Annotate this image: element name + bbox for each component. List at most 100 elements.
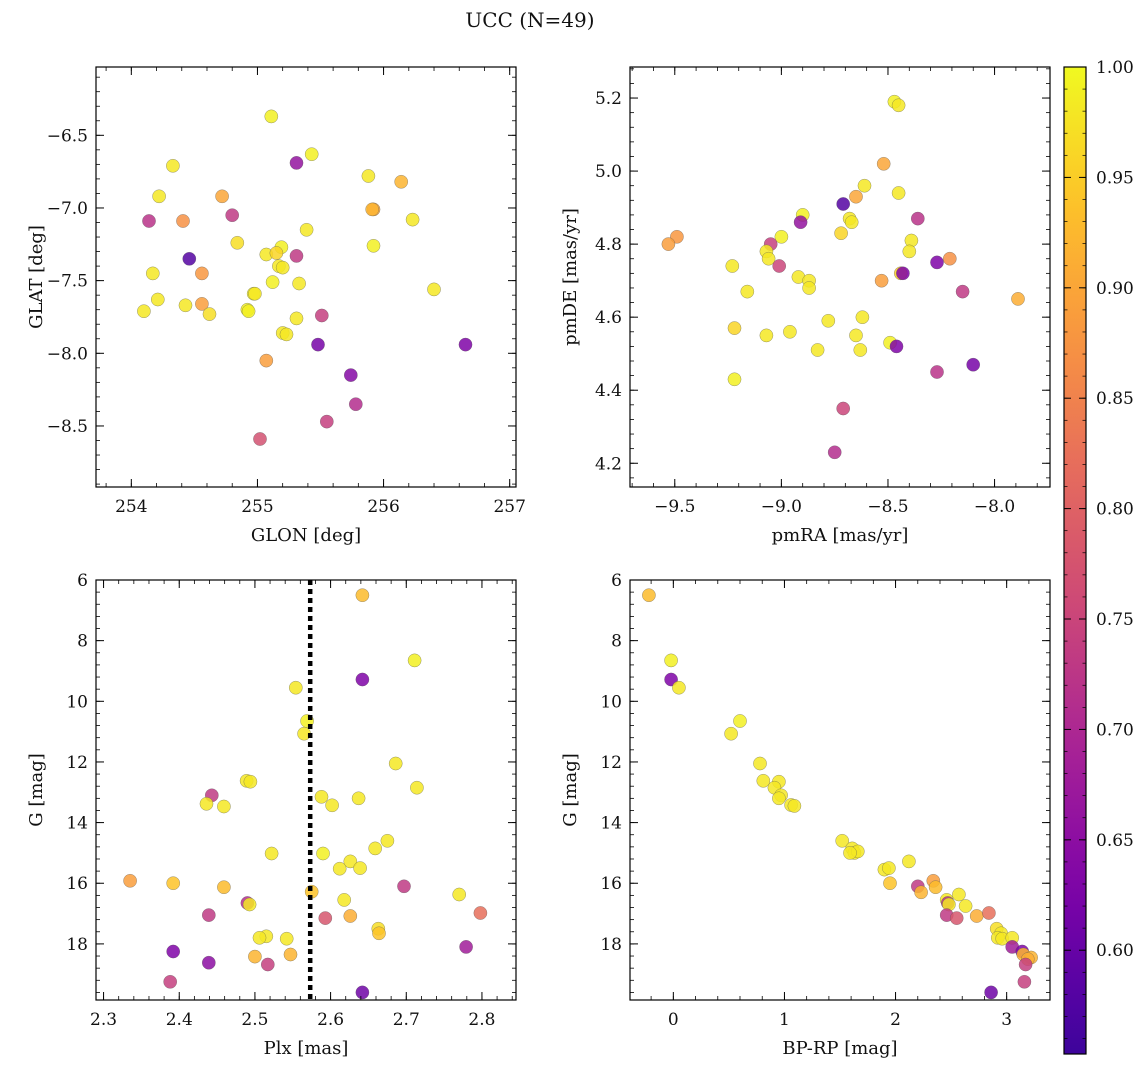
data-point bbox=[459, 940, 473, 954]
data-point bbox=[142, 214, 156, 228]
data-point bbox=[914, 885, 928, 900]
x-tick-label: 2.3 bbox=[90, 1010, 117, 1030]
data-point bbox=[1017, 974, 1032, 989]
data-point bbox=[242, 897, 257, 912]
data-point bbox=[727, 321, 742, 335]
data-point bbox=[355, 985, 370, 1000]
data-point bbox=[642, 588, 656, 603]
data-point bbox=[314, 789, 329, 804]
data-point bbox=[252, 930, 267, 945]
data-point bbox=[802, 281, 816, 295]
data-point bbox=[874, 273, 889, 288]
data-point bbox=[427, 282, 441, 297]
data-point bbox=[230, 235, 245, 250]
data-point bbox=[343, 909, 358, 923]
data-point bbox=[366, 238, 381, 253]
data-point bbox=[834, 226, 848, 241]
colorbar-tick-label: 1.00 bbox=[1096, 58, 1134, 78]
data-point bbox=[355, 672, 370, 687]
data-point bbox=[283, 947, 298, 962]
data-point bbox=[949, 911, 964, 925]
x-tick-label: −9.5 bbox=[654, 497, 695, 517]
data-point bbox=[361, 169, 376, 183]
x-tick-label: 256 bbox=[367, 497, 399, 517]
y-tick-label: 10 bbox=[600, 692, 622, 712]
y-tick-label: 4.8 bbox=[595, 235, 622, 255]
data-point bbox=[199, 796, 214, 811]
y-tick-label: −8.5 bbox=[47, 417, 88, 437]
data-point bbox=[844, 215, 859, 230]
data-point bbox=[902, 854, 916, 869]
data-point bbox=[969, 909, 984, 923]
data-point bbox=[855, 310, 870, 325]
data-point bbox=[289, 249, 304, 263]
data-point bbox=[201, 908, 216, 922]
x-tick-label: 257 bbox=[493, 497, 525, 517]
data-point bbox=[664, 653, 678, 668]
data-point bbox=[217, 880, 231, 895]
colorbar: 0.60 0.65 0.70 0.75 0.80 0.85 0.90 0.95 1.00 bbox=[1063, 58, 1134, 1055]
colorbar-tick-label: 0.75 bbox=[1096, 610, 1134, 630]
colorbar-tick-label: 0.60 bbox=[1096, 941, 1134, 961]
data-point bbox=[882, 861, 896, 875]
data-point bbox=[836, 197, 851, 211]
data-point bbox=[152, 189, 166, 204]
y-tick-label: 6 bbox=[611, 571, 622, 591]
data-point bbox=[325, 798, 339, 813]
y-tick-label: 4.2 bbox=[595, 454, 622, 474]
data-point bbox=[137, 304, 151, 319]
data-point bbox=[365, 202, 380, 217]
data-point bbox=[836, 401, 851, 416]
data-point bbox=[740, 284, 755, 299]
data-point bbox=[982, 906, 996, 920]
y-tick-label: 5.2 bbox=[595, 89, 622, 109]
data-point bbox=[163, 974, 178, 989]
colorbar-tick-label: 0.80 bbox=[1096, 500, 1134, 520]
data-point bbox=[876, 156, 891, 171]
y-tick-label: 12 bbox=[66, 753, 88, 773]
data-point bbox=[827, 445, 842, 460]
y-axis-label: pmDE [mas/yr] bbox=[560, 208, 581, 346]
y-tick-label: −7.5 bbox=[47, 272, 88, 292]
data-point bbox=[292, 276, 306, 291]
data-point bbox=[264, 846, 279, 861]
data-point bbox=[849, 189, 863, 204]
data-point bbox=[275, 260, 290, 275]
data-point bbox=[380, 833, 395, 848]
data-point bbox=[759, 328, 774, 343]
colorbar-tick-label: 0.95 bbox=[1096, 168, 1134, 188]
data-point bbox=[473, 906, 488, 920]
data-point bbox=[772, 791, 786, 806]
axes-frame bbox=[95, 579, 517, 1001]
data-point bbox=[787, 799, 802, 813]
data-point bbox=[279, 931, 294, 946]
data-point bbox=[269, 246, 284, 260]
data-point bbox=[145, 266, 160, 281]
data-point bbox=[942, 251, 957, 266]
data-point bbox=[368, 841, 383, 856]
data-point bbox=[458, 337, 473, 352]
y-tick-label: −8.0 bbox=[47, 344, 88, 364]
data-point bbox=[896, 266, 910, 281]
data-point bbox=[372, 926, 386, 941]
data-point bbox=[314, 308, 329, 323]
data-point bbox=[311, 337, 325, 352]
data-point bbox=[195, 297, 209, 311]
data-point bbox=[288, 680, 303, 695]
data-point bbox=[955, 284, 970, 299]
y-tick-label: 16 bbox=[600, 874, 622, 894]
x-tick-label: 1 bbox=[779, 1010, 790, 1030]
data-point bbox=[733, 714, 747, 728]
data-point bbox=[843, 846, 857, 860]
data-point bbox=[225, 208, 240, 223]
data-point bbox=[407, 653, 422, 668]
data-point bbox=[299, 222, 314, 237]
x-tick-label: −8.5 bbox=[867, 497, 908, 517]
data-point bbox=[289, 311, 304, 326]
data-point bbox=[150, 292, 165, 307]
data-point bbox=[928, 880, 943, 895]
data-point bbox=[355, 588, 370, 603]
data-point bbox=[889, 339, 904, 354]
data-point bbox=[123, 873, 137, 888]
